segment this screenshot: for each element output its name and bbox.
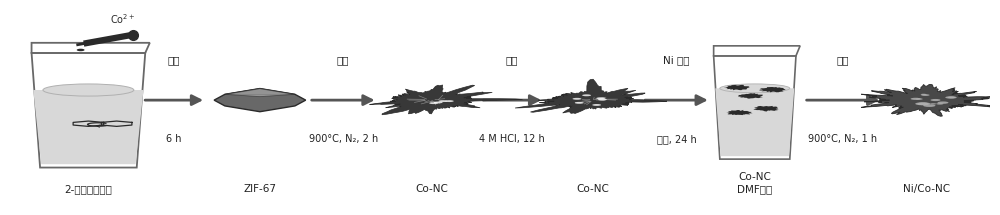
- Circle shape: [582, 94, 591, 96]
- Circle shape: [429, 102, 438, 104]
- Circle shape: [930, 103, 936, 104]
- Circle shape: [921, 94, 927, 95]
- Polygon shape: [753, 106, 779, 112]
- Ellipse shape: [43, 84, 134, 96]
- Text: 900°C, N₂, 1 h: 900°C, N₂, 1 h: [808, 134, 878, 144]
- Circle shape: [596, 97, 605, 99]
- Polygon shape: [33, 90, 144, 164]
- Text: Co-NC: Co-NC: [577, 184, 610, 194]
- Text: 搅拌: 搅拌: [168, 55, 180, 65]
- Circle shape: [438, 100, 447, 102]
- Text: 6 h: 6 h: [166, 134, 182, 144]
- Polygon shape: [32, 53, 145, 167]
- Polygon shape: [225, 89, 295, 97]
- Text: 酸化: 酸化: [506, 55, 518, 65]
- Polygon shape: [214, 89, 306, 112]
- Circle shape: [911, 98, 921, 100]
- Polygon shape: [738, 93, 763, 99]
- Text: 2-甲基咪唑溶液: 2-甲基咪唑溶液: [64, 184, 112, 194]
- Text: 碳化: 碳化: [337, 55, 349, 65]
- Text: 4 M HCl, 12 h: 4 M HCl, 12 h: [479, 134, 545, 144]
- Circle shape: [917, 102, 930, 105]
- Polygon shape: [515, 79, 667, 114]
- Circle shape: [923, 104, 935, 107]
- Circle shape: [573, 98, 581, 100]
- Circle shape: [592, 104, 601, 106]
- Text: 900°C, N₂, 2 h: 900°C, N₂, 2 h: [309, 134, 378, 144]
- Circle shape: [598, 99, 607, 101]
- Polygon shape: [715, 88, 794, 156]
- Polygon shape: [726, 110, 753, 115]
- Polygon shape: [714, 56, 796, 159]
- Text: Co-NC: Co-NC: [415, 184, 448, 194]
- Circle shape: [445, 100, 454, 102]
- Circle shape: [936, 103, 943, 105]
- Circle shape: [948, 97, 955, 98]
- Circle shape: [930, 99, 941, 101]
- Polygon shape: [32, 43, 150, 53]
- Text: Ni/Co-NC: Ni/Co-NC: [903, 184, 950, 194]
- Circle shape: [434, 101, 443, 103]
- Circle shape: [945, 96, 957, 99]
- Circle shape: [916, 98, 923, 100]
- Polygon shape: [724, 85, 749, 90]
- Polygon shape: [759, 87, 786, 92]
- Text: Co-NC
DMF溶液: Co-NC DMF溶液: [737, 172, 772, 194]
- Text: ZIF-67: ZIF-67: [243, 184, 276, 194]
- Text: Co$^{2+}$: Co$^{2+}$: [110, 13, 135, 26]
- Circle shape: [575, 102, 584, 104]
- Ellipse shape: [77, 49, 85, 51]
- Circle shape: [921, 94, 930, 96]
- Text: Ni 掺杂: Ni 掺杂: [663, 55, 690, 65]
- Ellipse shape: [720, 84, 790, 93]
- Text: 搅拌, 24 h: 搅拌, 24 h: [657, 134, 696, 144]
- Polygon shape: [861, 84, 993, 116]
- Polygon shape: [370, 85, 522, 115]
- Text: 退火: 退火: [837, 55, 849, 65]
- Circle shape: [938, 101, 948, 104]
- Polygon shape: [714, 46, 800, 56]
- Circle shape: [915, 102, 929, 105]
